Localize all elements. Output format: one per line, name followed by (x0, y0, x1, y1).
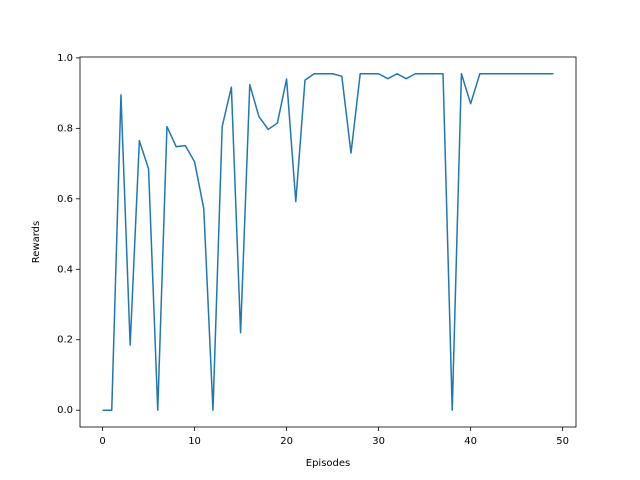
x-tick-label: 20 (280, 436, 293, 447)
line-series (102, 72, 554, 411)
y-tick-label: 1.0 (57, 53, 73, 64)
x-tick-label: 10 (188, 436, 201, 447)
y-tick-label: 0.4 (57, 264, 73, 275)
x-tick-label: 30 (372, 436, 385, 447)
x-tick-label: 40 (464, 436, 477, 447)
y-tick-label: 0.0 (57, 405, 73, 416)
y-axis-label: Rewards (31, 221, 42, 263)
x-axis-label: Episodes (306, 458, 350, 469)
x-tick-label: 50 (556, 436, 569, 447)
x-tick-label: 0 (99, 436, 105, 447)
plot-frame (79, 56, 577, 428)
y-tick-label: 0.8 (57, 123, 73, 134)
y-tick-label: 0.2 (57, 335, 73, 346)
y-tick-label: 0.6 (57, 194, 73, 205)
